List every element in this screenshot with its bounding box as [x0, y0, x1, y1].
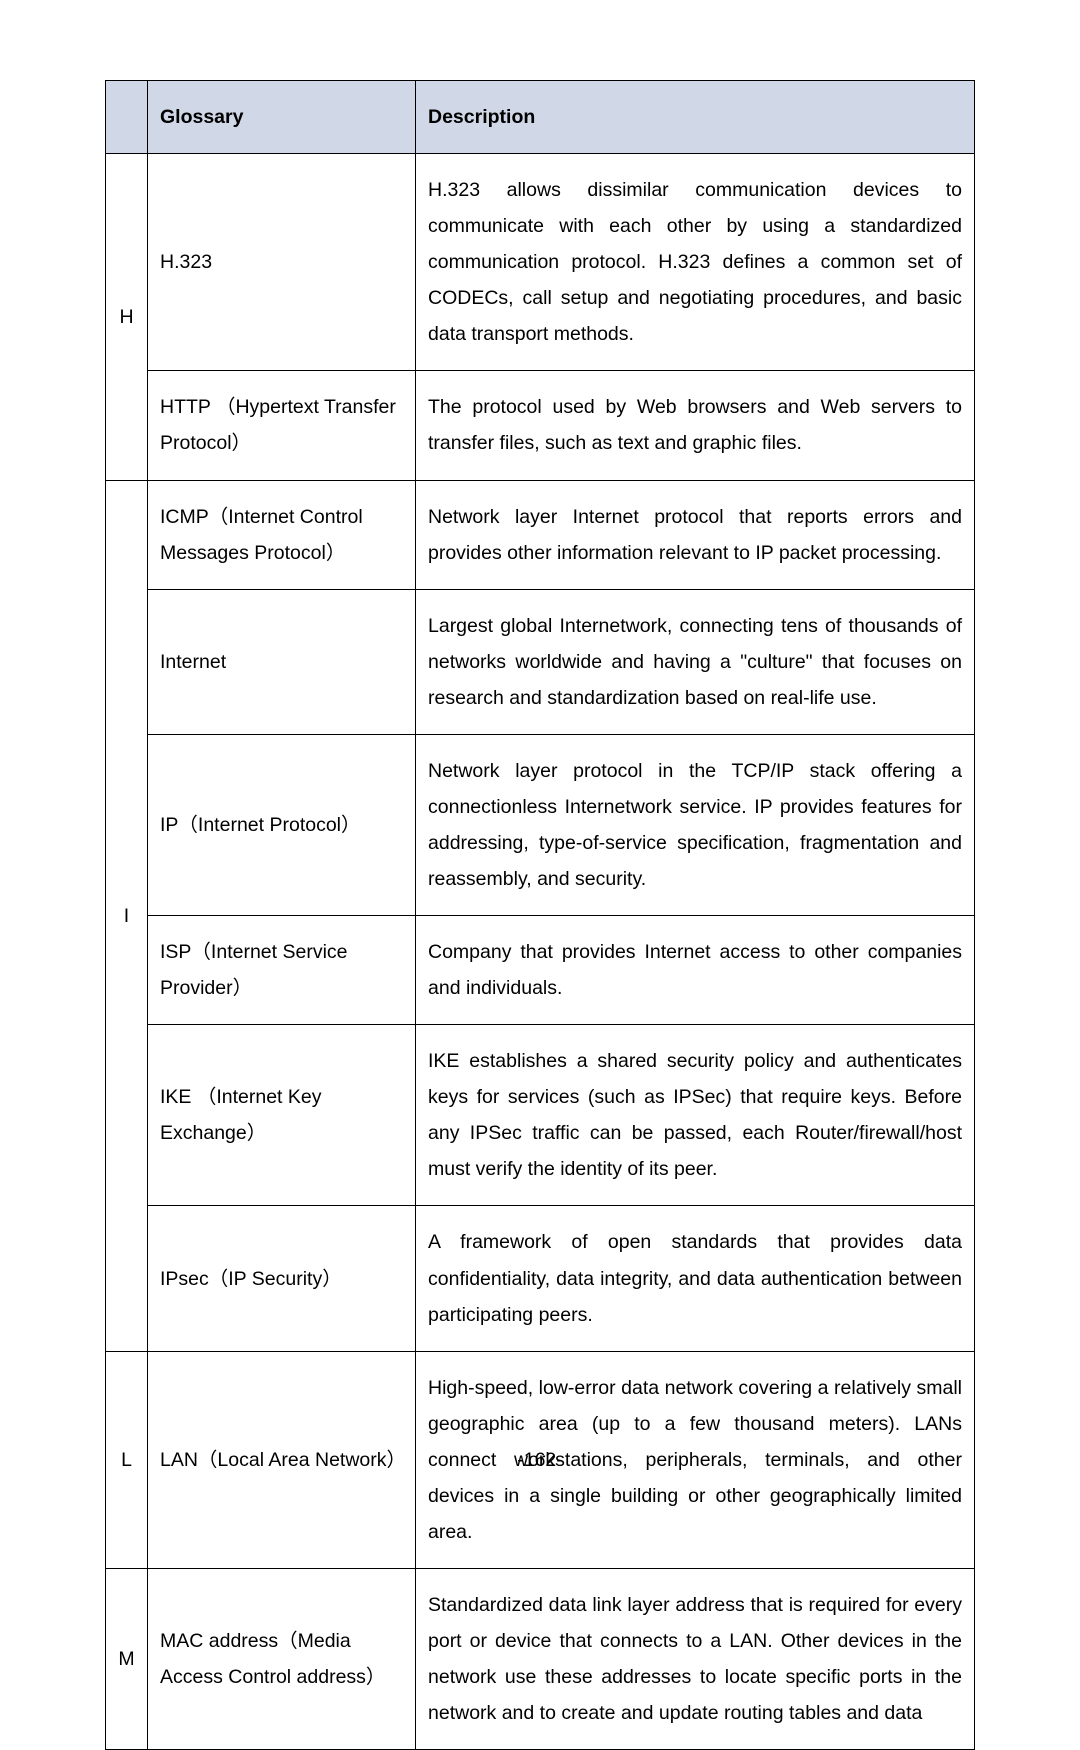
- term-cell: IPsec（IP Security）: [148, 1206, 416, 1351]
- table-row: IP（Internet Protocol） Network layer prot…: [106, 734, 975, 915]
- letter-cell-m: M: [106, 1568, 148, 1749]
- desc-cell: IKE establishes a shared security policy…: [416, 1025, 975, 1206]
- desc-cell: Network layer protocol in the TCP/IP sta…: [416, 734, 975, 915]
- glossary-table: Glossary Description H H.323 H.323 allow…: [105, 80, 975, 1750]
- table-row: I ICMP（Internet Control Messages Protoco…: [106, 480, 975, 589]
- term-cell: ISP（Internet Service Provider）: [148, 916, 416, 1025]
- table-row: M MAC address（Media Access Control addre…: [106, 1568, 975, 1749]
- table-row: HTTP （Hypertext Transfer Protocol） The p…: [106, 371, 975, 480]
- table-header-row: Glossary Description: [106, 81, 975, 154]
- term-cell: MAC address（Media Access Control address…: [148, 1568, 416, 1749]
- letter-cell-i: I: [106, 480, 148, 1351]
- table-row: H H.323 H.323 allows dissimilar communic…: [106, 154, 975, 371]
- header-letter-cell: [106, 81, 148, 154]
- term-cell: Internet: [148, 589, 416, 734]
- letter-cell-h: H: [106, 154, 148, 480]
- table-row: IPsec（IP Security） A framework of open s…: [106, 1206, 975, 1351]
- term-cell: HTTP （Hypertext Transfer Protocol）: [148, 371, 416, 480]
- term-cell: ICMP（Internet Control Messages Protocol）: [148, 480, 416, 589]
- term-cell: IKE （Internet Key Exchange）: [148, 1025, 416, 1206]
- table-row: IKE （Internet Key Exchange） IKE establis…: [106, 1025, 975, 1206]
- header-description-cell: Description: [416, 81, 975, 154]
- desc-cell: The protocol used by Web browsers and We…: [416, 371, 975, 480]
- desc-cell: H.323 allows dissimilar communication de…: [416, 154, 975, 371]
- desc-cell: Network layer Internet protocol that rep…: [416, 480, 975, 589]
- term-cell: IP（Internet Protocol）: [148, 734, 416, 915]
- table-row: ISP（Internet Service Provider） Company t…: [106, 916, 975, 1025]
- desc-cell: Company that provides Internet access to…: [416, 916, 975, 1025]
- page-number: -162-: [0, 1449, 1080, 1472]
- term-cell: H.323: [148, 154, 416, 371]
- desc-cell: Standardized data link layer address tha…: [416, 1568, 975, 1749]
- desc-cell: Largest global Internetwork, connecting …: [416, 589, 975, 734]
- header-glossary-cell: Glossary: [148, 81, 416, 154]
- desc-cell: A framework of open standards that provi…: [416, 1206, 975, 1351]
- table-row: Internet Largest global Internetwork, co…: [106, 589, 975, 734]
